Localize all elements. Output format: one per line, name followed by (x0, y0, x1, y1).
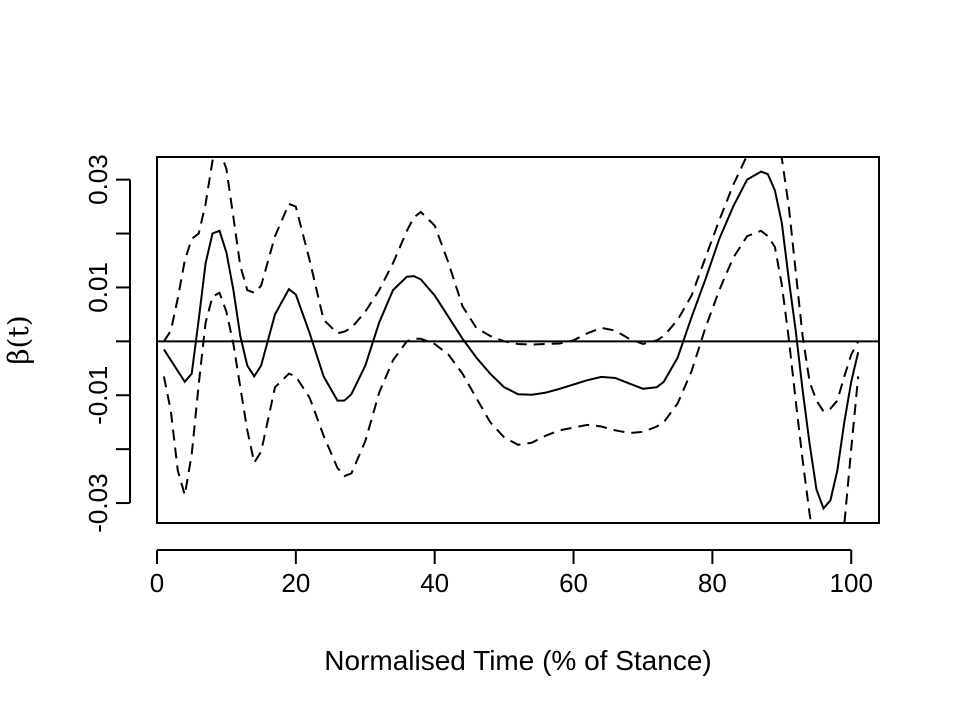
x-tick-label: 20 (281, 568, 310, 598)
x-tick-label: 100 (830, 568, 873, 598)
y-tick-label: -0.03 (83, 473, 113, 532)
estimate-line (163, 170, 860, 511)
y-tick-label: -0.01 (83, 366, 113, 425)
y-axis-title: β(t) (2, 315, 35, 364)
x-tick-label: 0 (150, 568, 164, 598)
y-tick-label: 0.01 (83, 262, 113, 313)
y-axis: -0.03 -0.01 0.01 0.03 (83, 154, 131, 533)
confidence-band-line-2 (162, 229, 860, 523)
x-tick-label: 60 (559, 568, 588, 598)
x-axis: 0 20 40 60 80 100 (150, 549, 873, 598)
x-tick-label: 40 (420, 568, 449, 598)
y-tick-label: 0.03 (83, 154, 113, 205)
plot-box (156, 156, 880, 524)
x-tick-label: 80 (698, 568, 727, 598)
confidence-band-line-1 (163, 157, 860, 413)
x-axis-title: Normalised Time (% of Stance) (324, 645, 711, 676)
series-layer (162, 157, 860, 523)
